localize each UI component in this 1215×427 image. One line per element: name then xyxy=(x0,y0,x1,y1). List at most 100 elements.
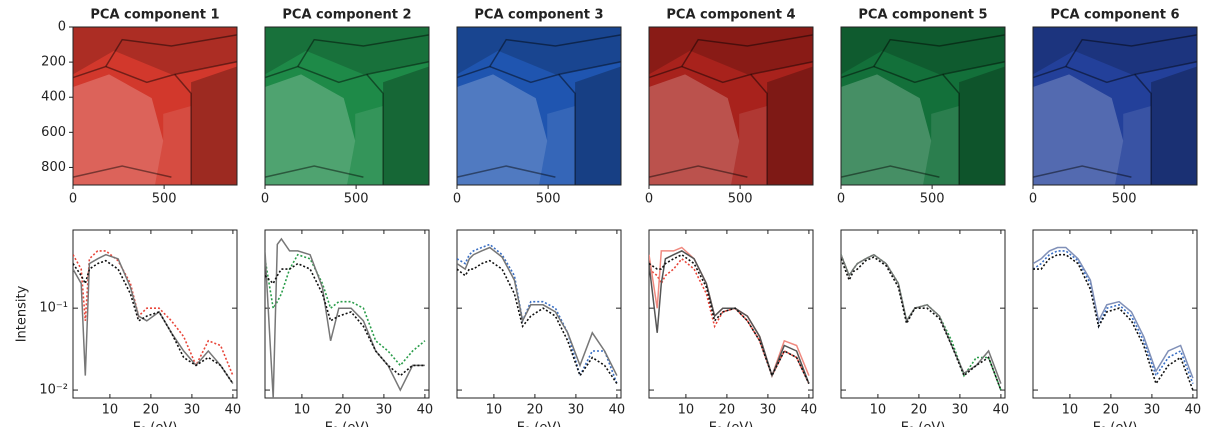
image-region xyxy=(575,66,621,185)
series-line xyxy=(649,246,810,378)
x-axis-label: E₀ (eV) xyxy=(517,421,562,427)
image-region xyxy=(73,27,237,75)
frame xyxy=(456,229,622,399)
image-region xyxy=(841,27,1005,75)
x-axis-label: E₀ (eV) xyxy=(709,421,754,427)
image xyxy=(841,27,1005,185)
image-region xyxy=(923,106,960,185)
series-line xyxy=(265,262,425,377)
plot-area xyxy=(649,246,810,384)
x-tick-label: 30 xyxy=(1144,403,1161,418)
series-line xyxy=(265,253,426,367)
image-region xyxy=(841,74,932,185)
image-panel xyxy=(264,27,430,185)
image-panel xyxy=(648,27,814,185)
image-crack xyxy=(942,73,960,185)
x-tick-label: 10 xyxy=(870,403,887,418)
image-crack xyxy=(1065,34,1198,67)
y-tick-label: 10⁻² xyxy=(39,383,68,398)
x-tick-label: 30 xyxy=(184,403,201,418)
frame xyxy=(72,26,238,186)
x-tick-label: 0 xyxy=(1029,192,1037,207)
plot-area xyxy=(265,237,426,398)
image-crack xyxy=(840,165,940,178)
x-tick-label: 10 xyxy=(1062,403,1079,418)
x-tick-label: 20 xyxy=(911,403,928,418)
frame xyxy=(264,26,430,186)
image-crack xyxy=(489,34,622,67)
x-tick-label: 30 xyxy=(952,403,969,418)
x-tick-label: 10 xyxy=(678,403,695,418)
series-line xyxy=(73,259,234,385)
image-panel xyxy=(456,27,622,185)
image-crack xyxy=(873,34,1006,67)
image-crack xyxy=(648,165,748,178)
series-line xyxy=(841,253,1002,391)
image-region xyxy=(1151,66,1197,185)
image-crack xyxy=(1032,165,1132,178)
frame xyxy=(456,26,622,186)
image-region xyxy=(265,74,356,185)
x-tick-label: 40 xyxy=(609,403,626,418)
image-region xyxy=(1033,74,1124,185)
panel-title: PCA component 4 xyxy=(666,8,795,23)
image-region xyxy=(1115,106,1152,185)
image-region xyxy=(1033,27,1197,75)
frame xyxy=(648,229,814,399)
series-line xyxy=(457,246,618,376)
x-tick-label: 500 xyxy=(728,192,753,207)
panel-title: PCA component 3 xyxy=(474,8,603,23)
frame xyxy=(840,229,1006,399)
y-axis-label: Intensity xyxy=(15,285,30,342)
x-tick-label: 10 xyxy=(486,403,503,418)
image-region xyxy=(73,74,164,185)
x-tick-label: 0 xyxy=(261,192,269,207)
series-line xyxy=(1033,250,1194,384)
x-tick-label: 40 xyxy=(417,403,434,418)
image-crack xyxy=(366,73,384,185)
y-tick-label: 600 xyxy=(41,125,66,140)
image-region xyxy=(347,106,384,185)
image-crack xyxy=(456,165,556,178)
x-tick-label: 500 xyxy=(344,192,369,207)
frame xyxy=(840,26,1006,186)
image-crack xyxy=(558,73,576,185)
x-tick-label: 0 xyxy=(645,192,653,207)
image-crack xyxy=(72,165,172,178)
series-line xyxy=(1033,246,1194,379)
x-tick-label: 0 xyxy=(69,192,77,207)
panel-title: PCA component 5 xyxy=(858,8,987,23)
series-line xyxy=(73,250,234,376)
image-crack xyxy=(750,73,768,185)
series-line xyxy=(649,257,810,384)
x-tick-label: 10 xyxy=(294,403,311,418)
x-axis-label: E₀ (eV) xyxy=(901,421,946,427)
image-panel xyxy=(1032,27,1198,185)
x-tick-label: 40 xyxy=(1185,403,1202,418)
frame xyxy=(72,229,238,399)
plot-area xyxy=(1033,246,1194,391)
image-crack xyxy=(174,73,192,185)
series-line xyxy=(841,253,1002,384)
image-panel xyxy=(840,27,1006,185)
image-region xyxy=(539,106,576,185)
image-crack xyxy=(72,61,238,84)
x-tick-label: 500 xyxy=(152,192,177,207)
series-line xyxy=(841,256,1002,391)
series-line xyxy=(457,243,618,384)
y-tick-label: 400 xyxy=(41,90,66,105)
series-line xyxy=(649,250,810,384)
image-crack xyxy=(297,34,430,67)
x-tick-label: 40 xyxy=(225,403,242,418)
image-region xyxy=(767,66,813,185)
x-tick-label: 20 xyxy=(1103,403,1120,418)
image-crack xyxy=(840,61,1006,84)
series-line xyxy=(649,253,810,384)
image-crack xyxy=(264,61,430,84)
plot-area xyxy=(457,243,618,385)
plot-area xyxy=(73,250,234,385)
y-tick-label: 200 xyxy=(41,55,66,70)
frame xyxy=(1032,26,1198,186)
image-crack xyxy=(681,34,814,67)
